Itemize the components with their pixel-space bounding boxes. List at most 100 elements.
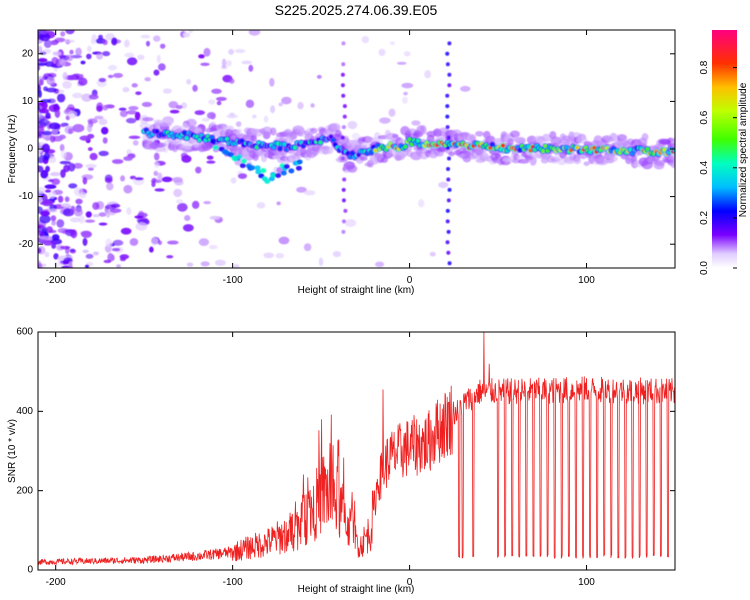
spectrogram-cell: [344, 219, 357, 227]
spectrogram-cell: [38, 39, 43, 44]
spectrogram-cell: [73, 162, 83, 169]
spectrogram-cell: [61, 203, 71, 208]
spectrogram-cell: [310, 127, 318, 134]
spectrogram-cell: [645, 146, 650, 152]
spectrogram-cell: [60, 169, 66, 178]
spectrogram-cell: [57, 195, 64, 203]
spectrogram-cell: [93, 251, 99, 256]
spectrogram-cell: [154, 129, 160, 134]
spectrogram-cell: [75, 47, 82, 56]
spectrogram-ytick-label: 0: [27, 144, 33, 155]
spectrogram-cell: [216, 100, 222, 106]
spectrogram-cell: [347, 120, 358, 130]
spectrogram-cell: [68, 162, 76, 172]
spectrogram-cell: [445, 146, 450, 151]
spectrogram-cell: [159, 43, 166, 49]
snr-xlabel: Height of straight line (km): [298, 584, 415, 595]
spectrogram-cell: [184, 136, 189, 141]
spectrogram-cell: [573, 157, 582, 165]
snr-xtick-label: 100: [578, 577, 595, 588]
spectrogram-cell: [135, 91, 142, 96]
spectrogram-cell: [64, 196, 70, 203]
spectrogram-cell: [151, 237, 159, 246]
spectrogram-cell: [214, 259, 226, 266]
spectrogram-cell: [340, 135, 345, 140]
spectrogram-cell: [45, 87, 58, 93]
spectrogram-cell: [44, 189, 52, 193]
spectrogram-cell: [407, 137, 412, 142]
spectrogram-cell: [112, 239, 124, 246]
spectrogram-cell: [71, 92, 83, 99]
spectrogram-xtick-label: -100: [223, 275, 243, 286]
spectrogram-cell: [388, 108, 396, 117]
spectrogram-cell: [343, 208, 348, 213]
spectrogram-cell: [44, 184, 57, 190]
spectrogram-cell: [38, 83, 41, 91]
spectrogram-cell: [270, 172, 277, 178]
spectrogram-cell: [354, 143, 364, 149]
spectrogram-cell: [38, 62, 47, 66]
snr-xtick-label: 0: [407, 577, 413, 588]
spectrogram-cell: [149, 246, 154, 253]
spectrogram-cell: [51, 243, 57, 249]
snr-ticks: -200 -100 0 100 0 200 400 600: [16, 327, 675, 588]
snr-frame: [37, 331, 676, 571]
spectrogram-cell: [340, 146, 345, 151]
spectrogram-cell: [75, 198, 83, 205]
snr-ylabel: SNR (10 * v/v): [7, 419, 18, 483]
spectrogram-cell: [38, 114, 46, 123]
spectrogram-cell: [609, 155, 618, 162]
spectrogram-cell: [670, 160, 675, 168]
spectrogram-cell: [56, 219, 65, 228]
snr-series-line: [38, 332, 675, 566]
spectrogram-cell: [182, 130, 187, 135]
spectrogram-cell: [233, 263, 240, 268]
spectrogram-cell: [445, 125, 450, 130]
spectrogram-cell: [385, 151, 395, 158]
spectrogram-cell: [134, 215, 144, 219]
spectrogram-cell: [156, 54, 161, 64]
spectrogram-cell: [341, 187, 346, 192]
snr-ytick-label: 200: [16, 485, 33, 496]
spectrogram-cell: [280, 170, 287, 176]
spectrogram-cell: [84, 219, 96, 223]
spectrogram-cell: [60, 31, 66, 37]
spectrogram-cell: [445, 208, 450, 213]
spectrogram-cell: [583, 161, 590, 166]
spectrogram-cell: [126, 110, 138, 115]
spectrogram-cell: [411, 120, 421, 126]
spectrogram-cell: [256, 202, 266, 209]
spectrogram-cell: [237, 173, 248, 179]
spectrogram-cell: [447, 187, 452, 192]
spectrogram-cell: [541, 133, 552, 143]
spectrogram-cell: [126, 207, 132, 216]
spectrogram-cell: [269, 77, 275, 87]
spectrogram-cell: [389, 41, 396, 46]
spectrogram-cell: [332, 251, 342, 258]
spectrogram-cell: [641, 133, 649, 141]
spectrogram-ylabel: Frequency (Hz): [7, 115, 18, 184]
spectrogram-cell: [123, 184, 133, 194]
spectrogram-cell: [126, 57, 138, 66]
spectrogram-cell: [132, 140, 139, 146]
spectrogram-ytick-label: 20: [22, 48, 34, 59]
spectrogram-cell: [40, 99, 52, 103]
spectrogram-cell: [106, 182, 114, 191]
spectrogram-xlabel: Height of straight line (km): [298, 285, 415, 296]
spectrogram-cell: [180, 152, 188, 159]
spectrogram-cell: [277, 146, 283, 151]
spectrogram-cell: [98, 150, 109, 157]
spectrogram-cell: [445, 93, 450, 98]
spectrogram-cell: [51, 129, 58, 136]
spectrogram-cell: [275, 173, 282, 179]
spectrogram-cell: [239, 163, 246, 169]
spectrogram-cell: [60, 150, 67, 160]
spectrogram-cell: [39, 214, 51, 224]
spectrogram-cell: [185, 118, 197, 127]
spectrogram-cell: [201, 117, 210, 122]
spectrogram-cell: [53, 261, 64, 267]
snr-panel: -200 -100 0 100 0 200 400 600 Height of straigh…: [7, 327, 676, 595]
spectrogram-cell: [270, 127, 277, 136]
spectrogram-cell: [351, 132, 360, 140]
spectrogram-cell: [51, 234, 60, 241]
